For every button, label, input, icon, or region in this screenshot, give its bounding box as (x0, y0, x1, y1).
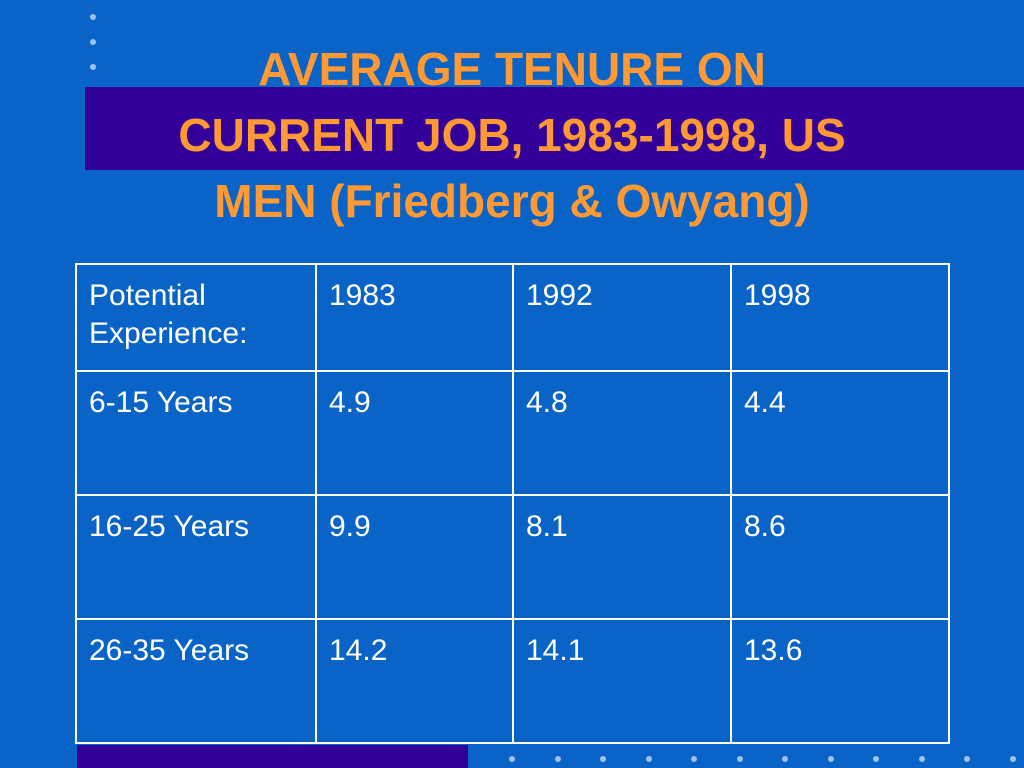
dot (736, 756, 743, 762)
dot (554, 756, 561, 762)
dot (90, 39, 96, 45)
dot (782, 756, 788, 762)
table-cell: 1992 (512, 263, 732, 372)
table-row: 6-15 Years 4.9 4.8 4.4 (75, 370, 950, 496)
header-row: Potential Experience: 1983 1992 1998 (75, 263, 950, 372)
table-cell: 1983 (315, 263, 514, 372)
dot (509, 756, 515, 762)
dot (1009, 756, 1016, 762)
table-cell: 14.2 (315, 618, 514, 744)
table-cell: 13.6 (730, 618, 950, 744)
dot (600, 756, 606, 762)
table-cell: 14.1 (512, 618, 732, 744)
title-line: AVERAGE TENURE ON (258, 43, 766, 95)
table-cell: 16-25 Years (75, 494, 317, 620)
table-cell: 4.9 (315, 370, 514, 496)
dot (873, 756, 879, 762)
footer-band (77, 745, 468, 768)
dot (90, 64, 96, 70)
table-cell: Potential Experience: (75, 263, 317, 372)
table-cell: 4.4 (730, 370, 950, 496)
table-cell: 8.1 (512, 494, 732, 620)
dot (964, 756, 970, 762)
table-cell: 9.9 (315, 494, 514, 620)
dot (827, 756, 834, 762)
table-cell: 1998 (730, 263, 950, 372)
table-row: 26-35 Years 14.2 14.1 13.6 (75, 618, 950, 744)
title-line: MEN (Friedberg & Owyang) (214, 175, 810, 227)
dot (90, 14, 96, 20)
dot (645, 756, 652, 762)
table-row: 16-25 Years 9.9 8.1 8.6 (75, 494, 950, 620)
title: AVERAGE TENURE ON CURRENT JOB, 1983-1998… (0, 36, 1024, 234)
table-cell: 4.8 (512, 370, 732, 496)
table-cell: 6-15 Years (75, 370, 317, 496)
table-cell: 8.6 (730, 494, 950, 620)
dot (918, 756, 925, 762)
title-line: CURRENT JOB, 1983-1998, US (178, 109, 846, 161)
title-band (85, 87, 1024, 170)
dot (691, 756, 697, 762)
table-cell: 26-35 Years (75, 618, 317, 744)
data-table: Potential Experience: 1983 1992 1998 6-15 Ye… (75, 263, 950, 744)
